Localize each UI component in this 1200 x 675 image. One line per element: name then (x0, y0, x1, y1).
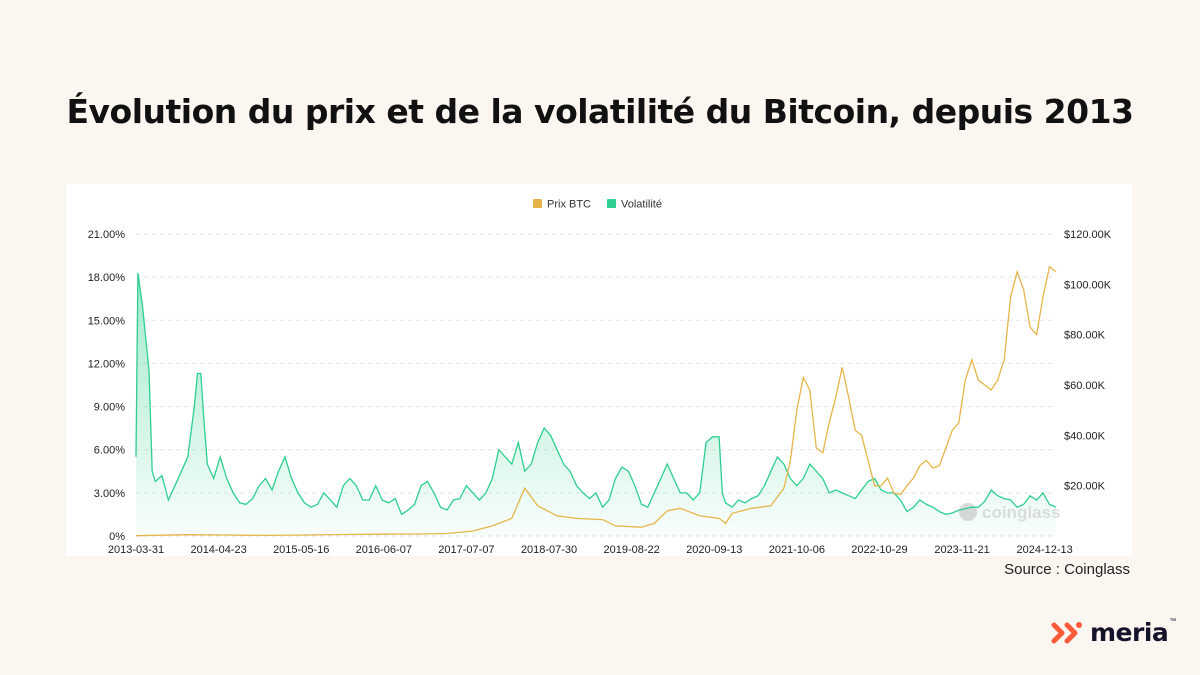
legend-swatch-price (533, 199, 542, 208)
x-tick-label: 2020-09-13 (686, 544, 742, 556)
left-tick-label: 3.00% (94, 488, 125, 500)
watermark-text: coinglass (982, 503, 1060, 522)
left-tick-label: 9.00% (94, 402, 125, 414)
x-tick-label: 2017-07-07 (438, 544, 494, 556)
right-axis-ticks: $20.00K $40.00K $60.00K $80.00K $100.00K $120… (1064, 229, 1112, 493)
brand-logo[interactable]: meria ™ (1050, 617, 1176, 647)
x-tick-label: 2013-03-31 (108, 544, 164, 556)
source-note: Source : Coinglass (1004, 561, 1130, 578)
legend-label-price: Prix BTC (547, 199, 591, 211)
legend-label-volatility: Volatilité (621, 199, 662, 211)
volatility-series-line (135, 272, 1057, 516)
right-tick-label: $100.00K (1064, 279, 1112, 291)
x-tick-label: 2018-07-30 (521, 544, 577, 556)
left-tick-label: 21.00% (88, 229, 126, 241)
left-tick-label: 18.00% (88, 272, 126, 284)
coinglass-logo-icon (959, 503, 977, 521)
right-tick-label: $40.00K (1064, 430, 1106, 442)
right-tick-label: $80.00K (1064, 330, 1106, 342)
x-tick-label: 2022-10-29 (851, 544, 907, 556)
legend-swatch-volatility (607, 199, 616, 208)
btc-price-volatility-chart: Prix BTC Volatilité 0% 3.00% 6.00% 9.00% 12.… (88, 199, 1112, 557)
x-tick-label: 2021-10-06 (769, 544, 825, 556)
chart-panel: Prix BTC Volatilité 0% 3.00% 6.00% 9.00% 12.… (66, 184, 1132, 556)
x-tick-label: 2014-04-23 (190, 544, 246, 556)
chart-legend[interactable]: Prix BTC Volatilité (533, 199, 662, 211)
brand-name: meria (1090, 617, 1169, 647)
x-tick-label: 2024-12-13 (1017, 544, 1073, 556)
x-axis-ticks: 2013-03-31 2014-04-23 2015-05-16 2016-06-07… (108, 544, 1073, 556)
right-tick-label: $60.00K (1064, 380, 1106, 392)
price-series-line (135, 265, 1057, 537)
x-tick-label: 2019-08-22 (603, 544, 659, 556)
left-tick-label: 6.00% (94, 445, 125, 457)
page-title: Évolution du prix et de la volatilité du… (66, 92, 1135, 131)
left-tick-label: 15.00% (88, 315, 126, 327)
x-tick-label: 2015-05-16 (273, 544, 329, 556)
left-tick-label: 12.00% (88, 358, 126, 370)
volatility-area (136, 272, 1056, 536)
left-axis-ticks: 0% 3.00% 6.00% 9.00% 12.00% 15.00% 18.00% 21.00… (88, 229, 126, 543)
x-tick-label: 2016-06-07 (356, 544, 412, 556)
left-tick-label: 0% (109, 531, 125, 543)
right-tick-label: $120.00K (1064, 229, 1112, 241)
x-tick-label: 2023-11-21 (934, 544, 989, 556)
meria-logo-icon (1051, 622, 1082, 644)
right-tick-label: $20.00K (1064, 481, 1106, 493)
brand-trademark: ™ (1169, 617, 1177, 625)
